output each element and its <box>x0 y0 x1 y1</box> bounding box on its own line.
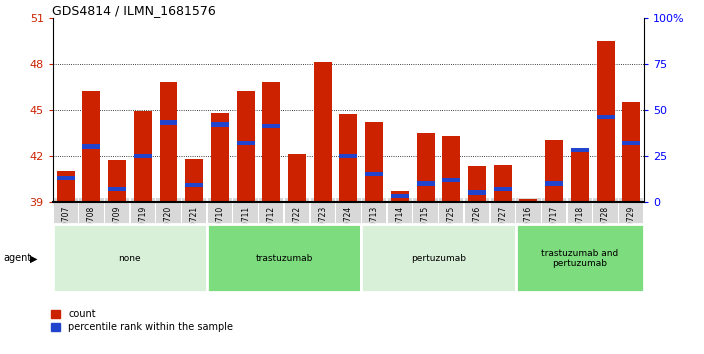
Bar <box>520 199 537 202</box>
Bar <box>339 154 358 158</box>
Bar <box>417 133 434 202</box>
Bar <box>622 141 641 145</box>
Bar <box>185 159 203 202</box>
Bar <box>339 114 358 202</box>
FancyBboxPatch shape <box>53 224 207 292</box>
Bar <box>108 187 126 191</box>
Bar <box>160 82 177 202</box>
Bar <box>545 181 563 185</box>
FancyBboxPatch shape <box>207 224 361 292</box>
Bar <box>160 120 177 125</box>
Legend: count, percentile rank within the sample: count, percentile rank within the sample <box>51 309 233 332</box>
Bar <box>56 171 75 202</box>
Bar <box>288 154 306 202</box>
Bar <box>571 148 589 152</box>
Bar <box>56 176 75 180</box>
Bar <box>365 172 383 176</box>
Text: ▶: ▶ <box>30 253 37 263</box>
Bar <box>596 41 615 202</box>
Bar <box>442 136 460 202</box>
Text: none: none <box>118 254 142 263</box>
Text: GDS4814 / ILMN_1681576: GDS4814 / ILMN_1681576 <box>52 4 216 17</box>
Bar <box>237 91 255 202</box>
Bar <box>468 190 486 195</box>
FancyBboxPatch shape <box>515 224 644 292</box>
Bar <box>365 122 383 202</box>
Bar <box>82 144 101 149</box>
Bar <box>211 113 229 202</box>
Bar <box>263 124 280 129</box>
Bar <box>82 91 101 202</box>
Bar <box>391 191 409 202</box>
Bar <box>211 122 229 127</box>
Bar <box>134 111 152 202</box>
Bar <box>468 166 486 202</box>
Bar <box>545 141 563 202</box>
Text: pertuzumab: pertuzumab <box>411 254 466 263</box>
Text: trastuzumab: trastuzumab <box>256 254 313 263</box>
Bar <box>417 181 434 185</box>
Bar <box>622 102 641 202</box>
Bar <box>442 178 460 182</box>
Bar <box>494 187 512 191</box>
Bar <box>263 82 280 202</box>
Bar <box>237 141 255 145</box>
Bar <box>596 115 615 119</box>
Bar <box>108 160 126 202</box>
Text: trastuzumab and
pertuzumab: trastuzumab and pertuzumab <box>541 249 619 268</box>
Bar <box>494 165 512 202</box>
Bar <box>185 183 203 187</box>
FancyBboxPatch shape <box>361 224 515 292</box>
Bar <box>571 148 589 202</box>
Bar <box>391 194 409 198</box>
Text: agent: agent <box>4 253 32 263</box>
Bar <box>314 62 332 202</box>
Bar <box>134 154 152 158</box>
